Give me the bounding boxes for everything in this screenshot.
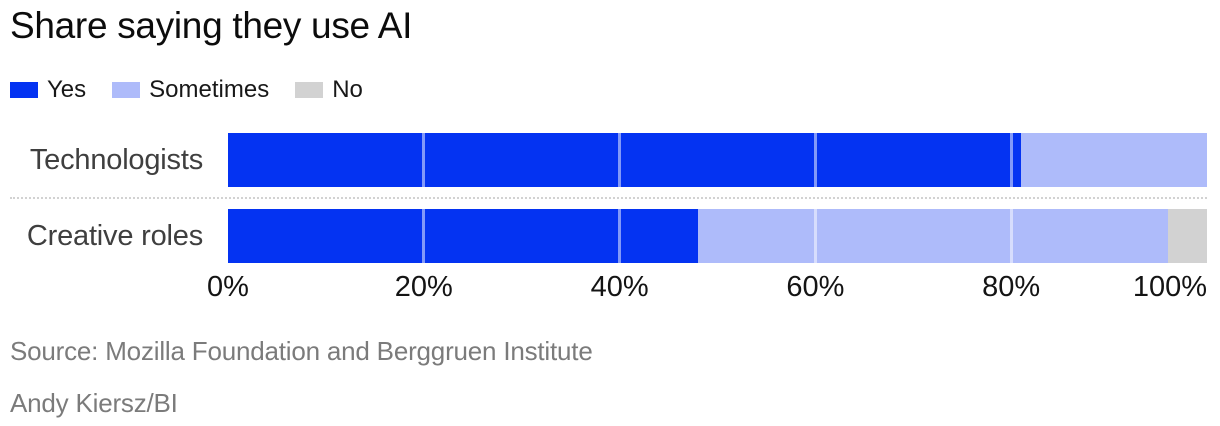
x-tick-label-0: 0% bbox=[207, 271, 249, 303]
chart-title: Share saying they use AI bbox=[10, 5, 413, 46]
bar-technologists bbox=[228, 133, 1207, 187]
x-tick-label-40: 40% bbox=[590, 271, 649, 303]
gridline-80 bbox=[1009, 133, 1013, 187]
legend-swatch-no bbox=[295, 82, 324, 98]
x-tick-label-20: 20% bbox=[394, 271, 453, 303]
source-text: Source: Mozilla Foundation and Berggruen… bbox=[10, 336, 593, 366]
legend-item-yes: Yes bbox=[10, 76, 86, 104]
x-axis: 0% 20% 40% 60% 80% 100% bbox=[207, 271, 1207, 307]
x-tick-label-60: 60% bbox=[786, 271, 845, 303]
gridline-40 bbox=[618, 133, 622, 187]
x-tick-label-80: 80% bbox=[982, 271, 1041, 303]
chart-row-technologists: Technologists bbox=[0, 133, 1207, 187]
legend-swatch-yes bbox=[10, 82, 38, 98]
row-divider-dotted bbox=[10, 197, 1207, 199]
chart-row-creative-roles: Creative roles bbox=[0, 209, 1207, 263]
gridline-60 bbox=[813, 133, 817, 187]
bar-segment-yes bbox=[228, 133, 1021, 187]
legend-swatch-sometimes bbox=[112, 82, 141, 98]
bar-creative-roles bbox=[228, 209, 1207, 263]
category-label-creative-roles: Creative roles bbox=[26, 219, 203, 252]
bar-segment-sometimes bbox=[697, 209, 1168, 263]
gridline-80 bbox=[1009, 209, 1013, 263]
bar-segment-no bbox=[1167, 209, 1207, 263]
bar-segment-sometimes bbox=[1020, 133, 1207, 187]
x-tick-label-100: 100% bbox=[1132, 271, 1207, 303]
legend: Yes Sometimes No bbox=[10, 76, 363, 104]
gridline-20 bbox=[422, 133, 426, 187]
legend-label-yes: Yes bbox=[47, 76, 87, 103]
credit-text: Andy Kiersz/BI bbox=[10, 388, 178, 418]
gridline-40 bbox=[618, 209, 622, 263]
legend-item-sometimes: Sometimes bbox=[112, 76, 269, 104]
gridline-20 bbox=[422, 209, 426, 263]
category-label-technologists: Technologists bbox=[29, 143, 203, 176]
gridline-60 bbox=[813, 209, 817, 263]
legend-label-no: No bbox=[332, 76, 363, 103]
legend-label-sometimes: Sometimes bbox=[149, 76, 270, 103]
bar-segment-yes bbox=[228, 209, 698, 263]
legend-item-no: No bbox=[295, 76, 363, 104]
